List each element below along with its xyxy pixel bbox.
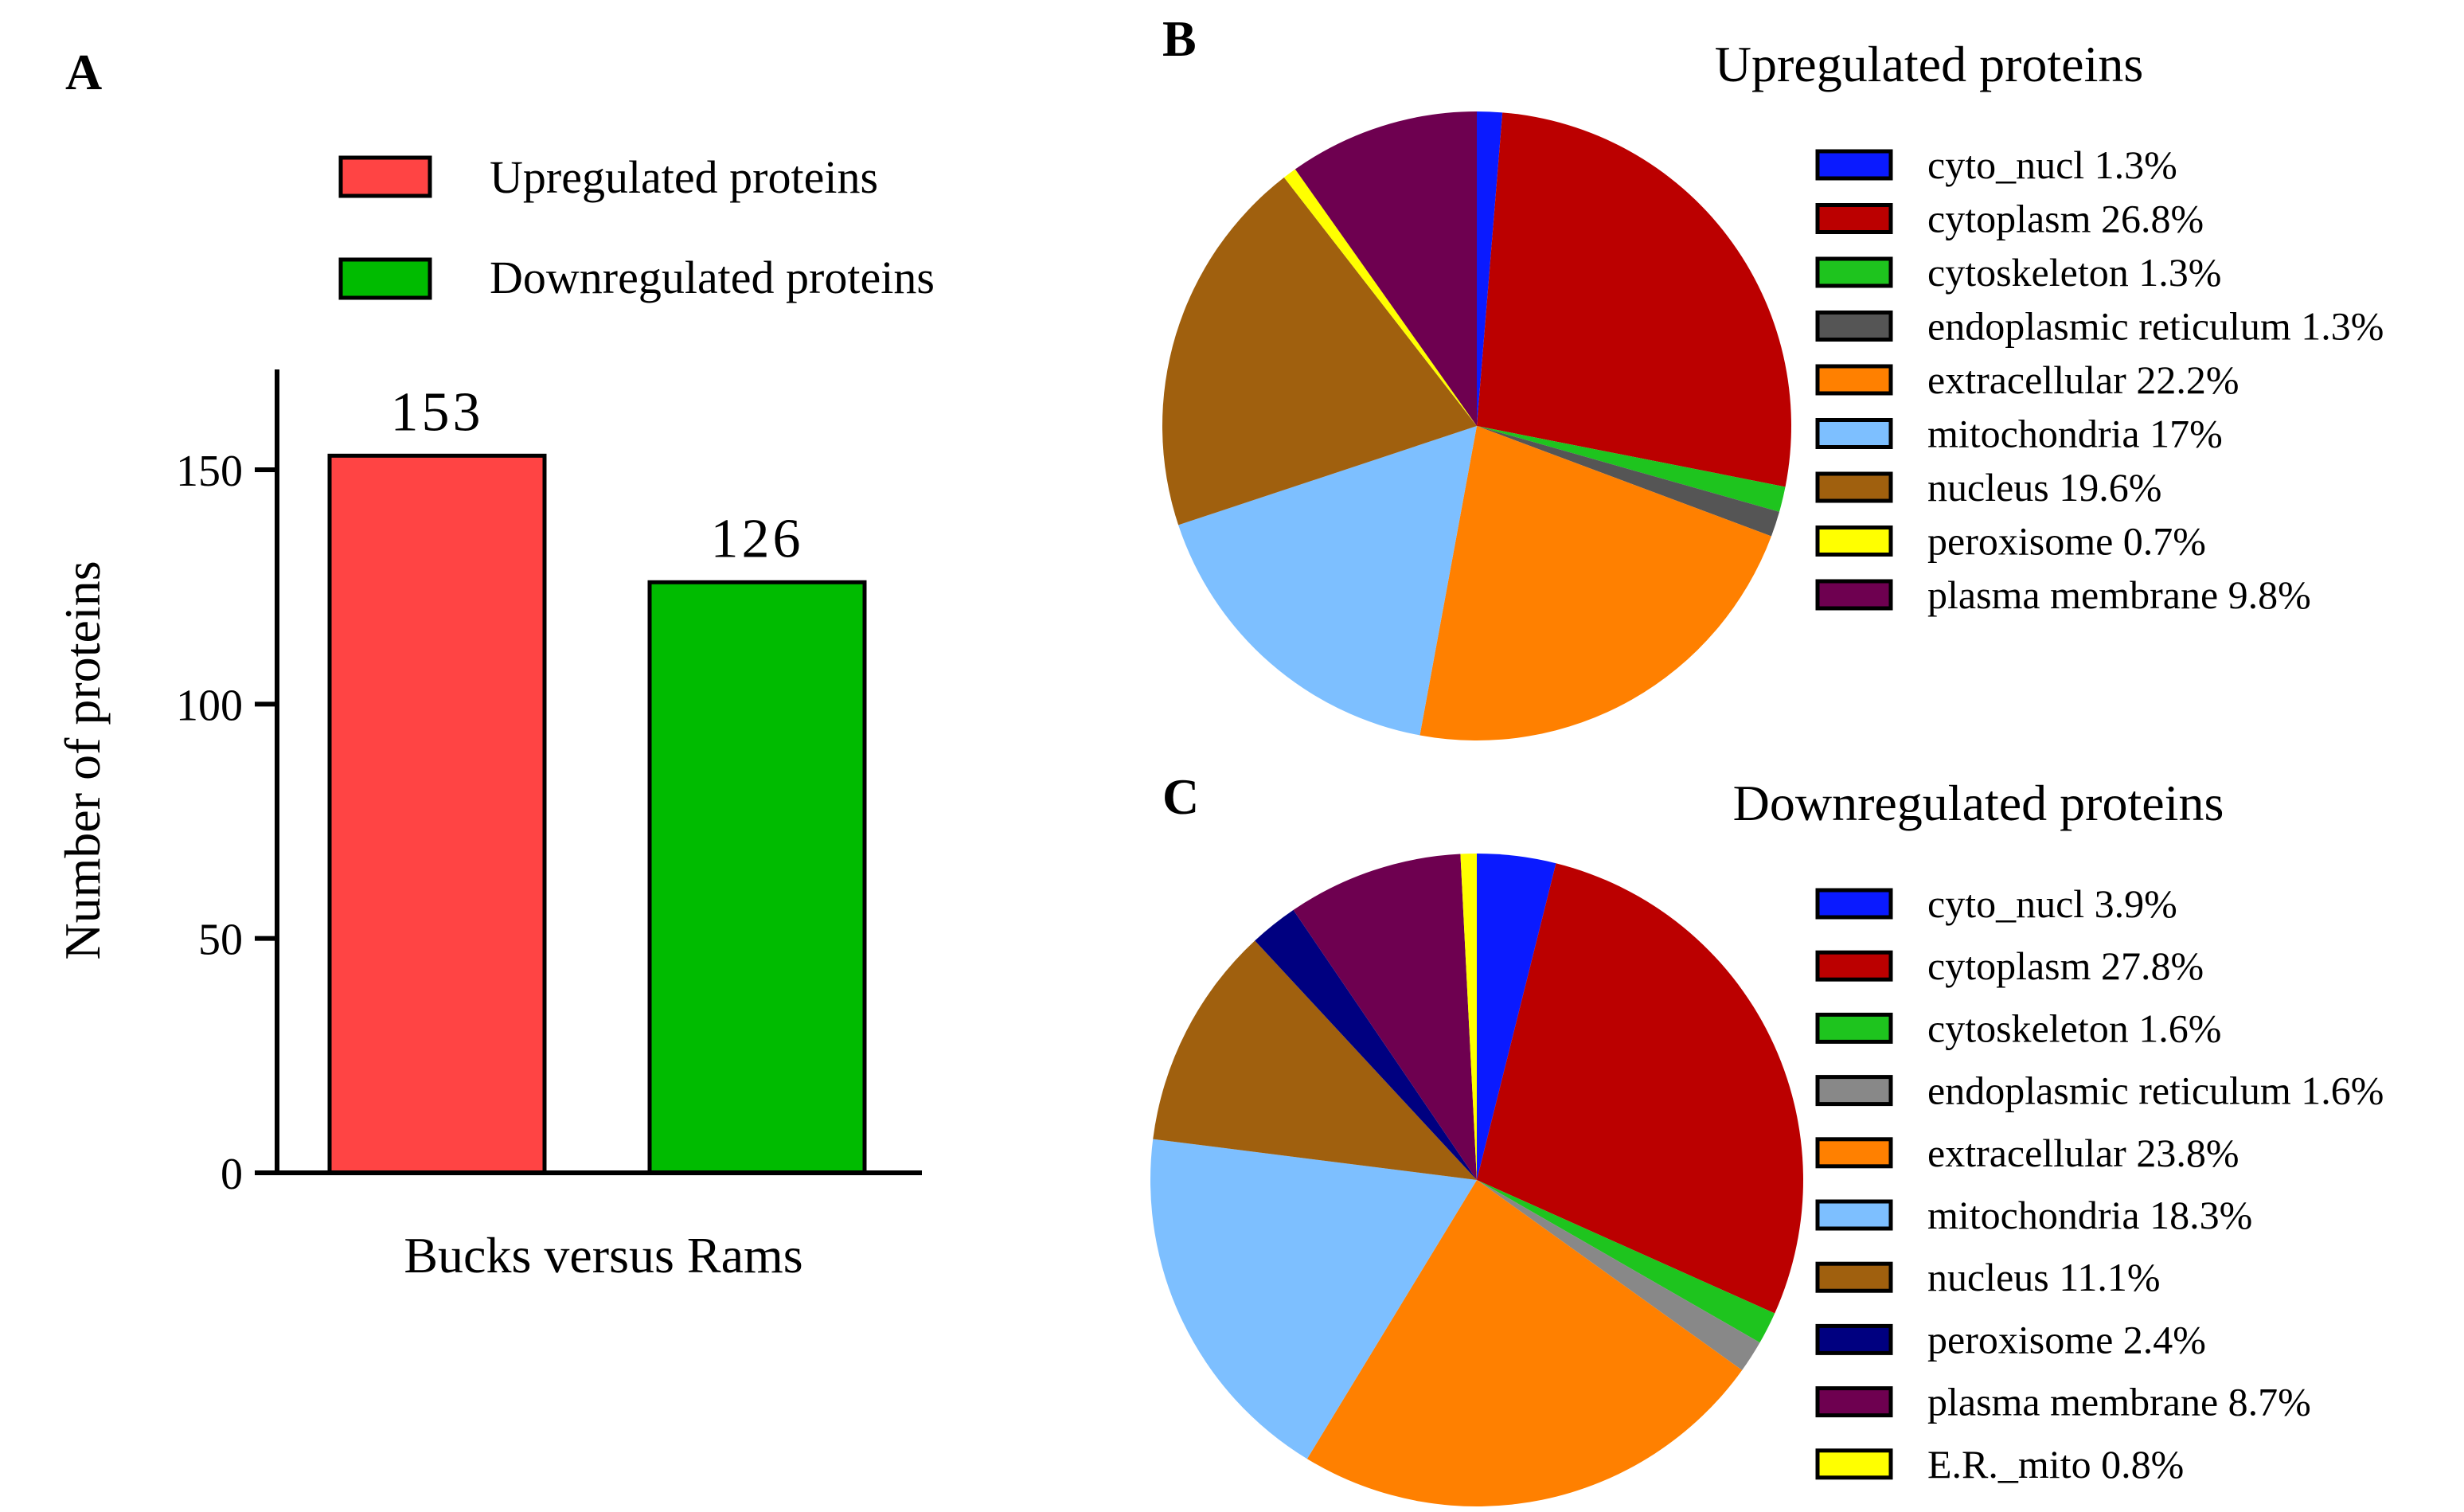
pie-slice <box>1477 863 1803 1314</box>
pie-slice <box>1477 426 1779 537</box>
y-tick-label: 100 <box>176 681 243 730</box>
bar-value-label: 126 <box>711 508 804 569</box>
bar-legend: Upregulated proteins Downregulated prote… <box>338 151 935 303</box>
legend-swatch <box>1815 1448 1893 1480</box>
legend-label: cyto_nucl 3.9% <box>1927 881 2177 926</box>
y-tick-label: 50 <box>198 916 243 965</box>
pie-slice <box>1306 1180 1743 1506</box>
pie-slice <box>1178 426 1477 736</box>
legend-swatch <box>1815 888 1893 920</box>
legend-label: peroxisome 2.4% <box>1927 1317 2206 1362</box>
pie-slice <box>1477 1180 1760 1370</box>
pie-slice <box>1477 1180 1775 1343</box>
legend-label-upregulated: Upregulated proteins <box>490 151 878 203</box>
pie-slice <box>1293 854 1477 1180</box>
pie-slice <box>1294 111 1477 426</box>
legend-label: extracellular 22.2% <box>1927 357 2239 402</box>
bar-downregulated <box>647 580 867 1175</box>
pie-slice <box>1477 854 1556 1180</box>
legend-swatch-downregulated <box>338 257 432 300</box>
legend-label-downregulated: Downregulated proteins <box>490 252 935 303</box>
legend-label: cytoskeleton 1.6% <box>1927 1006 2221 1050</box>
legend-swatch <box>1815 1199 1893 1231</box>
panel-label-b: B <box>1162 10 1197 67</box>
legend-swatch <box>1815 1261 1893 1293</box>
y-axis-title: Number of proteins <box>54 561 111 959</box>
bar-value-label: 153 <box>391 381 484 443</box>
legend-label: mitochondria 18.3% <box>1927 1193 2252 1237</box>
y-tick-label: 0 <box>221 1150 243 1199</box>
pie-slice <box>1477 112 1791 487</box>
y-tick-label: 150 <box>176 447 243 496</box>
panel-label-c: C <box>1162 768 1199 825</box>
pie-slice <box>1419 426 1771 741</box>
pie-slice <box>1255 909 1477 1180</box>
pie-slice <box>1477 426 1786 512</box>
legend-swatch <box>1815 256 1893 288</box>
legend-swatch <box>1815 950 1893 982</box>
legend-swatch <box>1815 364 1893 396</box>
legend-label: cytoplasm 26.8% <box>1927 197 2204 241</box>
legend-label: cytoskeleton 1.3% <box>1927 250 2221 295</box>
legend-swatch <box>1815 1075 1893 1107</box>
legend-label: cytoplasm 27.8% <box>1927 944 2204 988</box>
legend-label: plasma membrane 8.7% <box>1927 1380 2311 1424</box>
legend-swatch <box>1815 1012 1893 1044</box>
legend-swatch <box>1815 311 1893 342</box>
bar-chart-panel: A Upregulated proteins Downregulated pro… <box>54 44 935 1283</box>
legend-label: plasma membrane 9.8% <box>1927 572 2311 617</box>
pie-slice <box>1162 177 1477 525</box>
legend-label: nucleus 19.6% <box>1927 465 2161 510</box>
upregulated-pie-panel: B Upregulated proteins cyto_nucl 1.3%cyt… <box>1162 10 2384 741</box>
upregulated-pie <box>1162 111 1791 741</box>
legend-swatch <box>1815 149 1893 181</box>
pie-slice <box>1150 1139 1477 1459</box>
legend-swatch <box>1815 1137 1893 1169</box>
legend-label: cyto_nucl 1.3% <box>1927 143 2177 187</box>
pie-title-upregulated: Upregulated proteins <box>1715 36 2144 92</box>
legend-label: endoplasmic reticulum 1.6% <box>1927 1069 2384 1113</box>
bars: 153 126 <box>327 381 867 1175</box>
legend-swatch <box>1815 471 1893 503</box>
downregulated-pie-panel: C Downregulated proteins cyto_nucl 3.9%c… <box>1150 768 2384 1506</box>
pie-title-downregulated: Downregulated proteins <box>1733 775 2224 831</box>
legend-label: mitochondria 17% <box>1927 412 2223 456</box>
legend-label: peroxisome 0.7% <box>1927 519 2206 564</box>
upregulated-pie-legend: cyto_nucl 1.3% cytoplasm 26.8% cytoskeleto… <box>1815 143 2384 617</box>
downregulated-pie-legend: cyto_nucl 3.9% cytoplasm 27.8% cytoskeleto… <box>1815 881 2384 1487</box>
downregulated-pie <box>1150 854 1803 1506</box>
pie-slice <box>1153 940 1477 1180</box>
legend-swatch-upregulated <box>338 155 432 198</box>
legend-swatch <box>1815 579 1893 611</box>
panel-label-a: A <box>65 44 102 100</box>
pie-slice <box>1283 169 1477 427</box>
x-axis-title: Bucks versus Rams <box>404 1227 802 1283</box>
legend-swatch <box>1815 1386 1893 1418</box>
legend-label: endoplasmic reticulum 1.3% <box>1927 304 2384 349</box>
bar-upregulated <box>327 453 547 1175</box>
legend-swatch <box>1815 525 1893 557</box>
legend-label: E.R._mito 0.8% <box>1927 1442 2184 1487</box>
legend-swatch <box>1815 1323 1893 1355</box>
legend-swatch <box>1815 418 1893 449</box>
legend-swatch <box>1815 203 1893 234</box>
pie-slice <box>1460 854 1477 1180</box>
y-axis: 0 50 100 150 <box>176 447 277 1199</box>
legend-label: nucleus 11.1% <box>1927 1255 2161 1299</box>
legend-label: extracellular 23.8% <box>1927 1131 2239 1175</box>
pie-slice <box>1477 111 1503 426</box>
